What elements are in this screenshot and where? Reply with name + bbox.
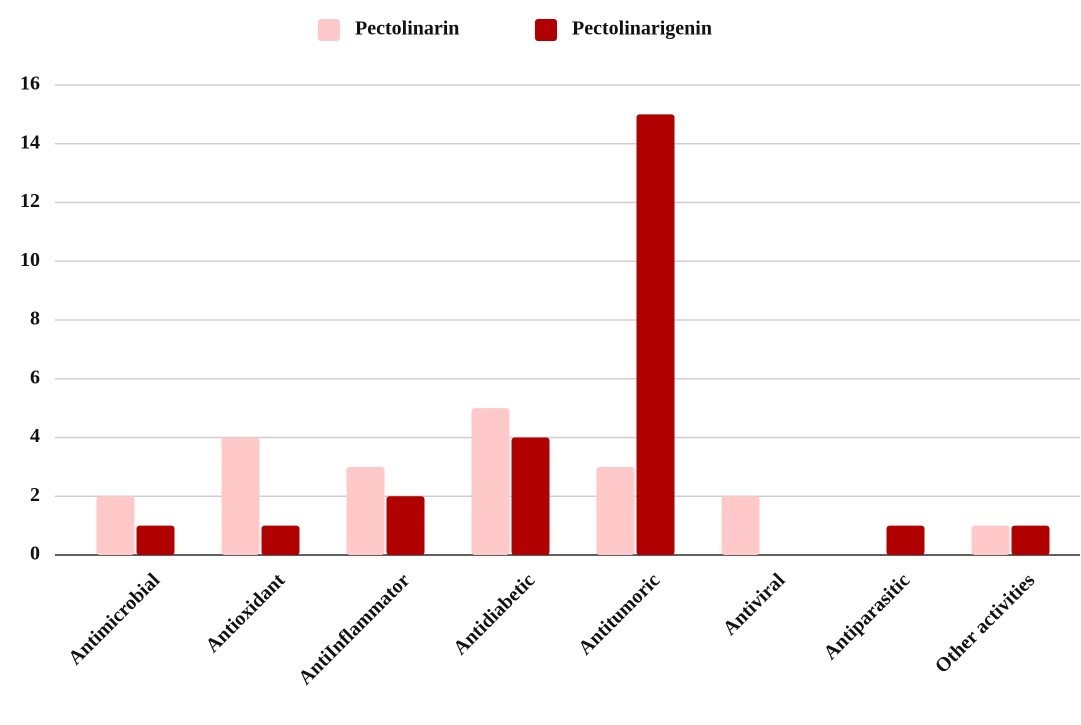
y-tick-label: 8 [30, 308, 40, 330]
bar [636, 114, 675, 555]
y-tick-label: 4 [30, 425, 40, 447]
y-tick-label: 10 [20, 249, 40, 271]
x-tick-label: Antioxidant [201, 569, 289, 657]
bar [971, 525, 1010, 555]
legend-label: Pectolinarigenin [572, 18, 712, 40]
y-tick-label: 14 [20, 131, 40, 153]
bar [96, 496, 135, 555]
x-tick-label: AntiInflammator [294, 569, 414, 689]
bar [346, 466, 385, 555]
bar [136, 525, 175, 555]
bar [386, 496, 425, 555]
legend-label: Pectolinarin [355, 18, 459, 40]
legend-swatch [535, 19, 557, 41]
y-tick-label: 2 [30, 484, 40, 506]
bar [261, 525, 300, 555]
y-tick-label: 0 [30, 543, 40, 565]
x-tick-label: Antiviral [719, 569, 790, 640]
bar [721, 496, 760, 555]
bar [471, 408, 510, 555]
y-tick-label: 16 [20, 73, 40, 95]
y-tick-label: 6 [30, 366, 40, 388]
x-tick-label: Antidiabetic [449, 569, 539, 659]
bar [221, 437, 260, 555]
x-tick-label: Other activities [931, 569, 1040, 678]
bar [1011, 525, 1050, 555]
bar [596, 466, 635, 555]
legend-swatch [318, 19, 340, 41]
x-tick-label: Antiparasitic [819, 569, 914, 664]
y-tick-label: 12 [20, 190, 40, 212]
bar [511, 437, 550, 555]
bar [886, 525, 925, 555]
x-tick-label: Antitumoric [574, 569, 664, 659]
x-tick-label: Antimicrobial [64, 569, 164, 669]
